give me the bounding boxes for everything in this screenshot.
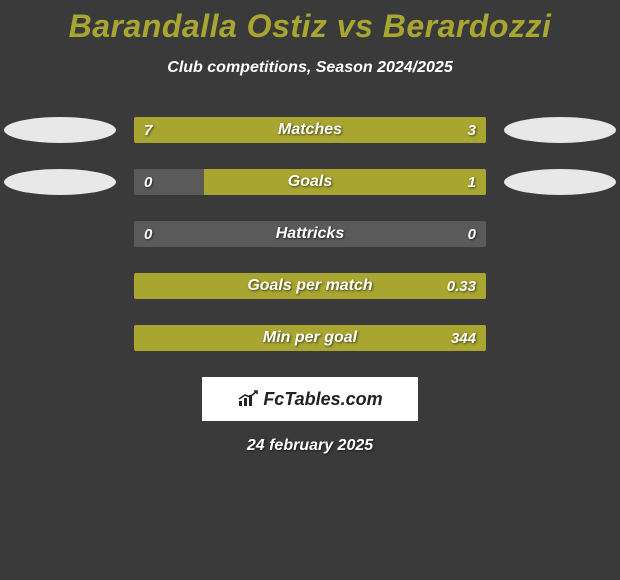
stat-bar: Matches73 <box>134 117 486 143</box>
logo-inner: FcTables.com <box>237 389 382 410</box>
stat-bar: Min per goal344 <box>134 325 486 351</box>
bar-left-fill <box>134 169 204 195</box>
stat-bar: Hattricks00 <box>134 221 486 247</box>
bar-right-fill <box>204 169 486 195</box>
chart-icon <box>237 390 259 408</box>
bar-left-fill <box>134 117 366 143</box>
stat-rows: Matches73 Goals01 Hattricks00 Goals per mat… <box>0 117 620 351</box>
player-left-icon <box>4 117 116 143</box>
stat-bar: Goals per match0.33 <box>134 273 486 299</box>
player-right-icon <box>504 117 616 143</box>
bar-right-fill <box>134 325 486 351</box>
logo-text: FcTables.com <box>263 389 382 410</box>
subtitle: Club competitions, Season 2024/2025 <box>0 59 620 77</box>
stat-bar: Goals01 <box>134 169 486 195</box>
bar-left-fill <box>134 221 310 247</box>
stat-row: Matches73 <box>0 117 620 143</box>
date-label: 24 february 2025 <box>0 437 620 455</box>
bar-right-fill <box>310 221 486 247</box>
logo-box[interactable]: FcTables.com <box>202 377 418 421</box>
stat-row: Min per goal344 <box>0 325 620 351</box>
player-left-icon <box>4 169 116 195</box>
player-right-icon <box>504 169 616 195</box>
bar-right-fill <box>366 117 486 143</box>
comparison-card: Barandalla Ostiz vs Berardozzi Club comp… <box>0 0 620 455</box>
stat-row: Goals per match0.33 <box>0 273 620 299</box>
stat-row: Hattricks00 <box>0 221 620 247</box>
page-title: Barandalla Ostiz vs Berardozzi <box>0 8 620 45</box>
bar-right-fill <box>134 273 486 299</box>
stat-row: Goals01 <box>0 169 620 195</box>
